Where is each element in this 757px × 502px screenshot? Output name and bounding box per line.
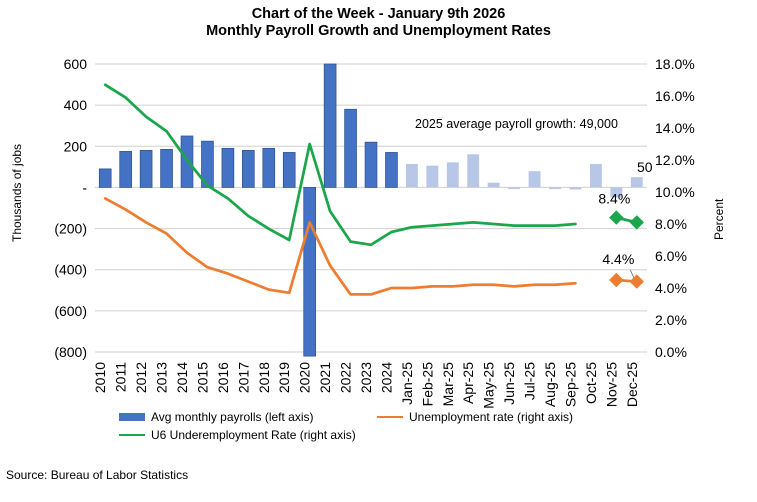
svg-text:600: 600 (64, 56, 88, 72)
svg-text:400: 400 (64, 97, 88, 113)
svg-text:Mar-25: Mar-25 (440, 362, 456, 407)
svg-text:4.0%: 4.0% (655, 280, 687, 296)
svg-text:2011: 2011 (113, 362, 129, 392)
svg-text:Feb-25: Feb-25 (419, 362, 435, 407)
svg-text:2015: 2015 (194, 362, 210, 393)
svg-text:0.0%: 0.0% (655, 344, 687, 360)
svg-text:May-25: May-25 (481, 362, 497, 409)
svg-text:Jun-25: Jun-25 (501, 362, 517, 405)
svg-text:2014: 2014 (174, 362, 190, 393)
svg-text:(600): (600) (54, 303, 87, 319)
svg-text:2018: 2018 (256, 362, 272, 393)
svg-text:8.0%: 8.0% (655, 216, 687, 232)
svg-text:2013: 2013 (154, 362, 170, 393)
svg-text:2019: 2019 (276, 362, 292, 393)
svg-text:2.0%: 2.0% (655, 312, 687, 328)
svg-text:2016: 2016 (215, 362, 231, 393)
svg-text:10.0%: 10.0% (655, 184, 695, 200)
svg-text:2024: 2024 (378, 362, 394, 393)
svg-text:2020: 2020 (297, 362, 313, 393)
svg-text:2023: 2023 (358, 362, 374, 393)
svg-text:16.0%: 16.0% (655, 88, 695, 104)
svg-text:2010: 2010 (92, 362, 108, 393)
svg-text:50: 50 (637, 159, 653, 175)
svg-text:Aug-25: Aug-25 (542, 362, 558, 407)
svg-text:2022: 2022 (338, 362, 354, 393)
svg-text:2021: 2021 (317, 362, 333, 393)
svg-text:200: 200 (64, 138, 88, 154)
svg-text:14.0%: 14.0% (655, 120, 695, 136)
svg-text:Oct-25: Oct-25 (583, 362, 599, 404)
svg-text:2012: 2012 (133, 362, 149, 393)
svg-text:Dec-25: Dec-25 (624, 362, 640, 407)
svg-text:(200): (200) (54, 221, 87, 237)
svg-text:18.0%: 18.0% (655, 56, 695, 72)
svg-text:12.0%: 12.0% (655, 152, 695, 168)
svg-text:2017: 2017 (235, 362, 251, 393)
svg-text:(800): (800) (54, 344, 87, 360)
svg-text:Sep-25: Sep-25 (562, 362, 578, 407)
svg-text:4.4%: 4.4% (602, 251, 634, 267)
svg-text:(400): (400) (54, 262, 87, 278)
svg-text:8.4%: 8.4% (598, 191, 630, 207)
svg-text:Nov-25: Nov-25 (603, 362, 619, 407)
svg-text:6.0%: 6.0% (655, 248, 687, 264)
svg-text:Jul-25: Jul-25 (522, 362, 538, 400)
svg-text:-: - (82, 179, 87, 195)
svg-text:Apr-25: Apr-25 (460, 362, 476, 404)
svg-text:Jan-25: Jan-25 (399, 362, 415, 405)
